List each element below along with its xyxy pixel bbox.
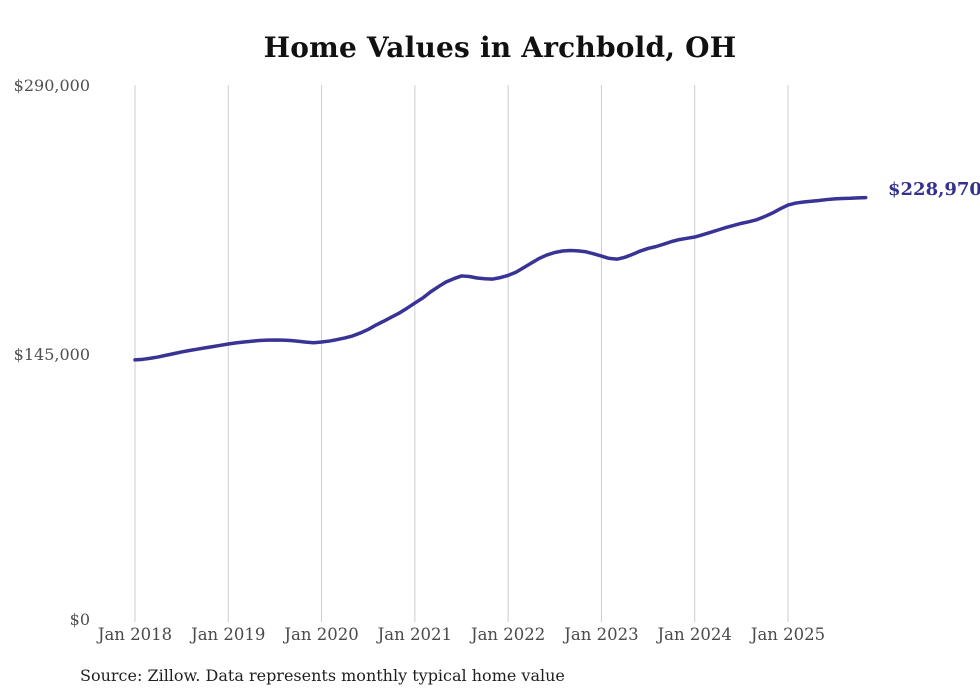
home-value-line — [133, 195, 868, 362]
x-tick-label: Jan 2020 — [284, 625, 359, 644]
x-tick-label: Jan 2021 — [377, 625, 452, 644]
x-tick-label: Jan 2019 — [191, 625, 266, 644]
y-tick-label-mid: $145,000 — [13, 345, 90, 364]
source-note: Source: Zillow. Data represents monthly … — [80, 666, 565, 685]
x-tick-label: Jan 2025 — [750, 625, 826, 644]
x-tick-label: Jan 2022 — [470, 625, 546, 644]
x-tick-label: Jan 2024 — [657, 625, 732, 644]
y-tick-label-max: $290,000 — [13, 76, 90, 95]
chart-title: Home Values in Archbold, OH — [263, 31, 737, 64]
y-tick-label-zero: $0 — [69, 610, 90, 629]
latest-value-label: $228,970 — [888, 179, 980, 200]
x-tick-label: Jan 2023 — [564, 625, 639, 644]
vertical-gridlines — [134, 85, 789, 622]
x-tick-label: Jan 2018 — [97, 625, 173, 644]
